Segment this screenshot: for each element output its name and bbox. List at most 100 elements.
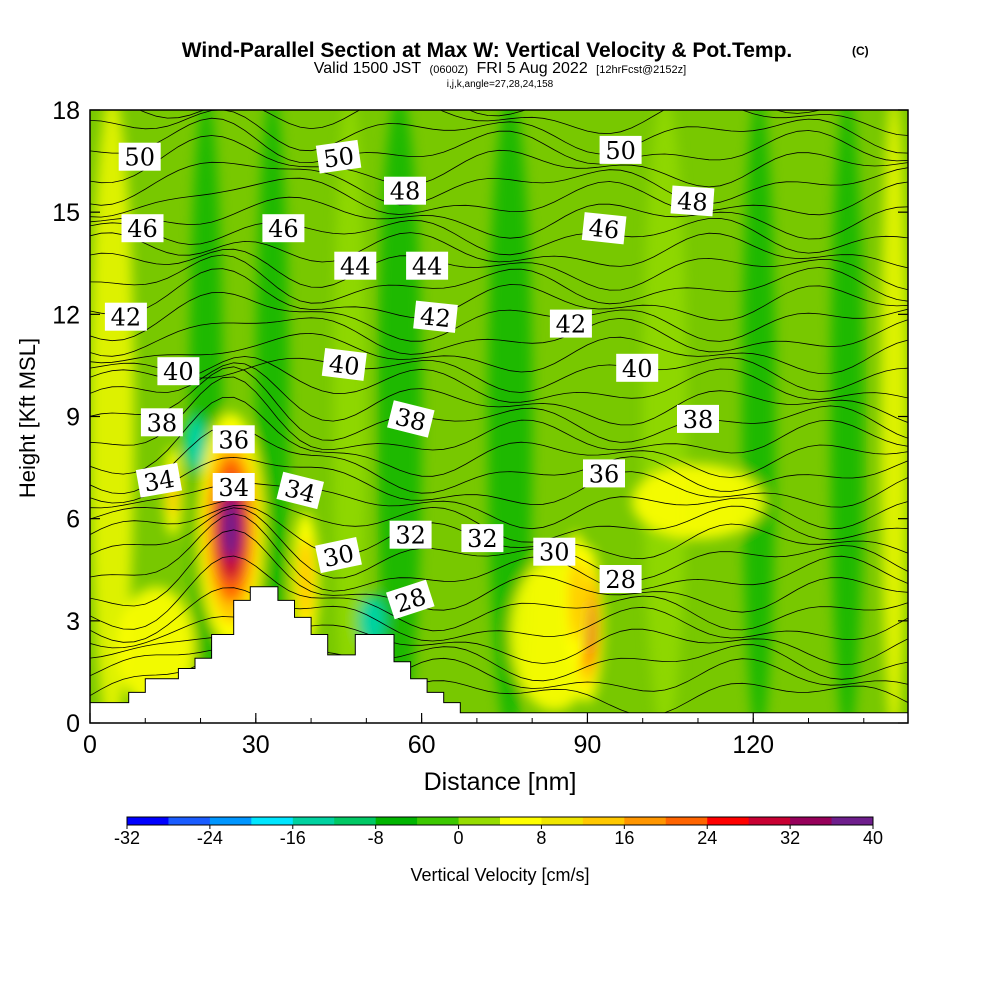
y-tick-label: 18 [52, 97, 80, 125]
theta-label-box [118, 142, 161, 171]
theta-label-text: 32 [467, 525, 498, 553]
x-axis: 0 30 60 90 120 [83, 713, 865, 759]
theta-label-text: 30 [539, 539, 570, 567]
theta-label: 38 [140, 408, 183, 437]
isentrope-line [90, 161, 908, 206]
theta-label-box [315, 537, 362, 574]
colorbar-swatch [417, 817, 460, 825]
isentrope-line [90, 555, 908, 632]
x-tick-label: 30 [242, 731, 270, 759]
theta-label-box [135, 462, 183, 498]
velocity-band [255, 110, 289, 723]
theta-label-text: 28 [605, 566, 636, 594]
theta-label-text: 50 [322, 142, 356, 174]
colorbar-swatch [624, 817, 667, 825]
theta-label-box [387, 400, 435, 438]
isentrope-line [90, 376, 908, 454]
theta-label-box [321, 347, 367, 381]
isentrope-line [90, 357, 908, 393]
theta-label: 34 [135, 462, 183, 498]
theta-label: 42 [104, 302, 147, 332]
colorbar-swatch [665, 817, 708, 825]
isentrope-line [90, 248, 908, 291]
isentrope-line [90, 232, 908, 269]
colorbar-tick-label: 8 [536, 828, 546, 848]
velocity-field [90, 110, 908, 723]
theta-label: 46 [262, 214, 305, 243]
subtitle-date: FRI 5 Aug 2022 [477, 60, 588, 77]
theta-label: 50 [599, 135, 642, 165]
y-tick-label: 15 [52, 199, 80, 227]
theta-label-text: 36 [218, 426, 249, 454]
isentrope-line [90, 254, 908, 305]
theta-label-box [406, 251, 449, 280]
theta-label: 30 [315, 537, 362, 574]
theta-label-box [533, 537, 576, 566]
theta-label-box [670, 185, 715, 217]
theta-label-text: 48 [676, 187, 708, 217]
isentrope-line [90, 396, 908, 478]
theta-label-text: 34 [218, 474, 249, 502]
colorbar-swatch [500, 817, 542, 825]
theta-label-box [315, 139, 362, 174]
theta-label-box [104, 302, 147, 331]
updraft-core [569, 559, 584, 642]
theta-label-box [157, 357, 200, 386]
isentrope-line [90, 529, 908, 613]
x-tick-label: 120 [732, 731, 774, 759]
theta-label-text: 34 [142, 465, 177, 498]
theta-label-text: 42 [556, 311, 587, 339]
colorbar-tick-label: 40 [863, 828, 883, 848]
theta-label-box [334, 251, 377, 280]
isentrope-line [138, 110, 908, 136]
isentrope-line [90, 217, 908, 256]
colorbar-swatch [251, 817, 294, 825]
y-tick-label: 6 [66, 506, 80, 534]
theta-label-text: 38 [147, 409, 178, 437]
chart-subtitle-indices: i,j,k,angle=27,28,24,158 [447, 79, 554, 90]
chart-title-mark: (C) [852, 44, 869, 58]
colorbar-swatch [209, 817, 252, 825]
isentrope-line [90, 362, 908, 426]
y-tick-label: 12 [52, 301, 80, 329]
theta-label-box [599, 135, 642, 164]
theta-label-box [583, 459, 625, 488]
theta-label-text: 46 [127, 215, 158, 243]
theta-label: 36 [583, 459, 625, 488]
colorbar-tick-label: 0 [454, 828, 464, 848]
isentrope-line [90, 317, 908, 357]
colorbar-swatch [790, 817, 833, 825]
theta-label: 42 [549, 309, 592, 339]
terrain-profile [90, 586, 908, 723]
isentrope-line [90, 366, 908, 443]
colorbar-frame [126, 816, 874, 826]
velocity-band [830, 110, 864, 723]
theta-label-text: 44 [412, 253, 443, 281]
theta-label: 40 [321, 347, 367, 382]
y-tick-label: 3 [66, 608, 80, 636]
y-axis-label: Height [Kft MSL] [15, 338, 40, 498]
theta-label: 42 [413, 300, 458, 333]
velocity-band [742, 110, 776, 723]
theta-label: 38 [677, 404, 719, 434]
isentrope-line [90, 513, 908, 592]
isentrope-line [90, 268, 908, 321]
theta-label: 40 [616, 353, 659, 383]
theta-label-text: 50 [605, 137, 636, 165]
colorbar-tick-label: -32 [114, 828, 140, 848]
isentrope-line [90, 616, 908, 665]
colorbar-tick-label: -24 [197, 828, 223, 848]
colorbar-swatch [831, 817, 874, 825]
theta-label-text: 40 [327, 350, 361, 382]
isentrope-line [90, 117, 908, 165]
colorbar-swatch [292, 817, 335, 825]
theta-label-text: 46 [587, 214, 620, 245]
colorbar-swatch [168, 817, 211, 825]
y-tick-label: 9 [66, 404, 80, 432]
theta-label-box [212, 473, 255, 501]
theta-label: 36 [212, 425, 255, 454]
theta-label: 40 [157, 357, 200, 386]
theta-label-text: 30 [321, 539, 357, 573]
theta-label-text: 42 [111, 304, 142, 332]
